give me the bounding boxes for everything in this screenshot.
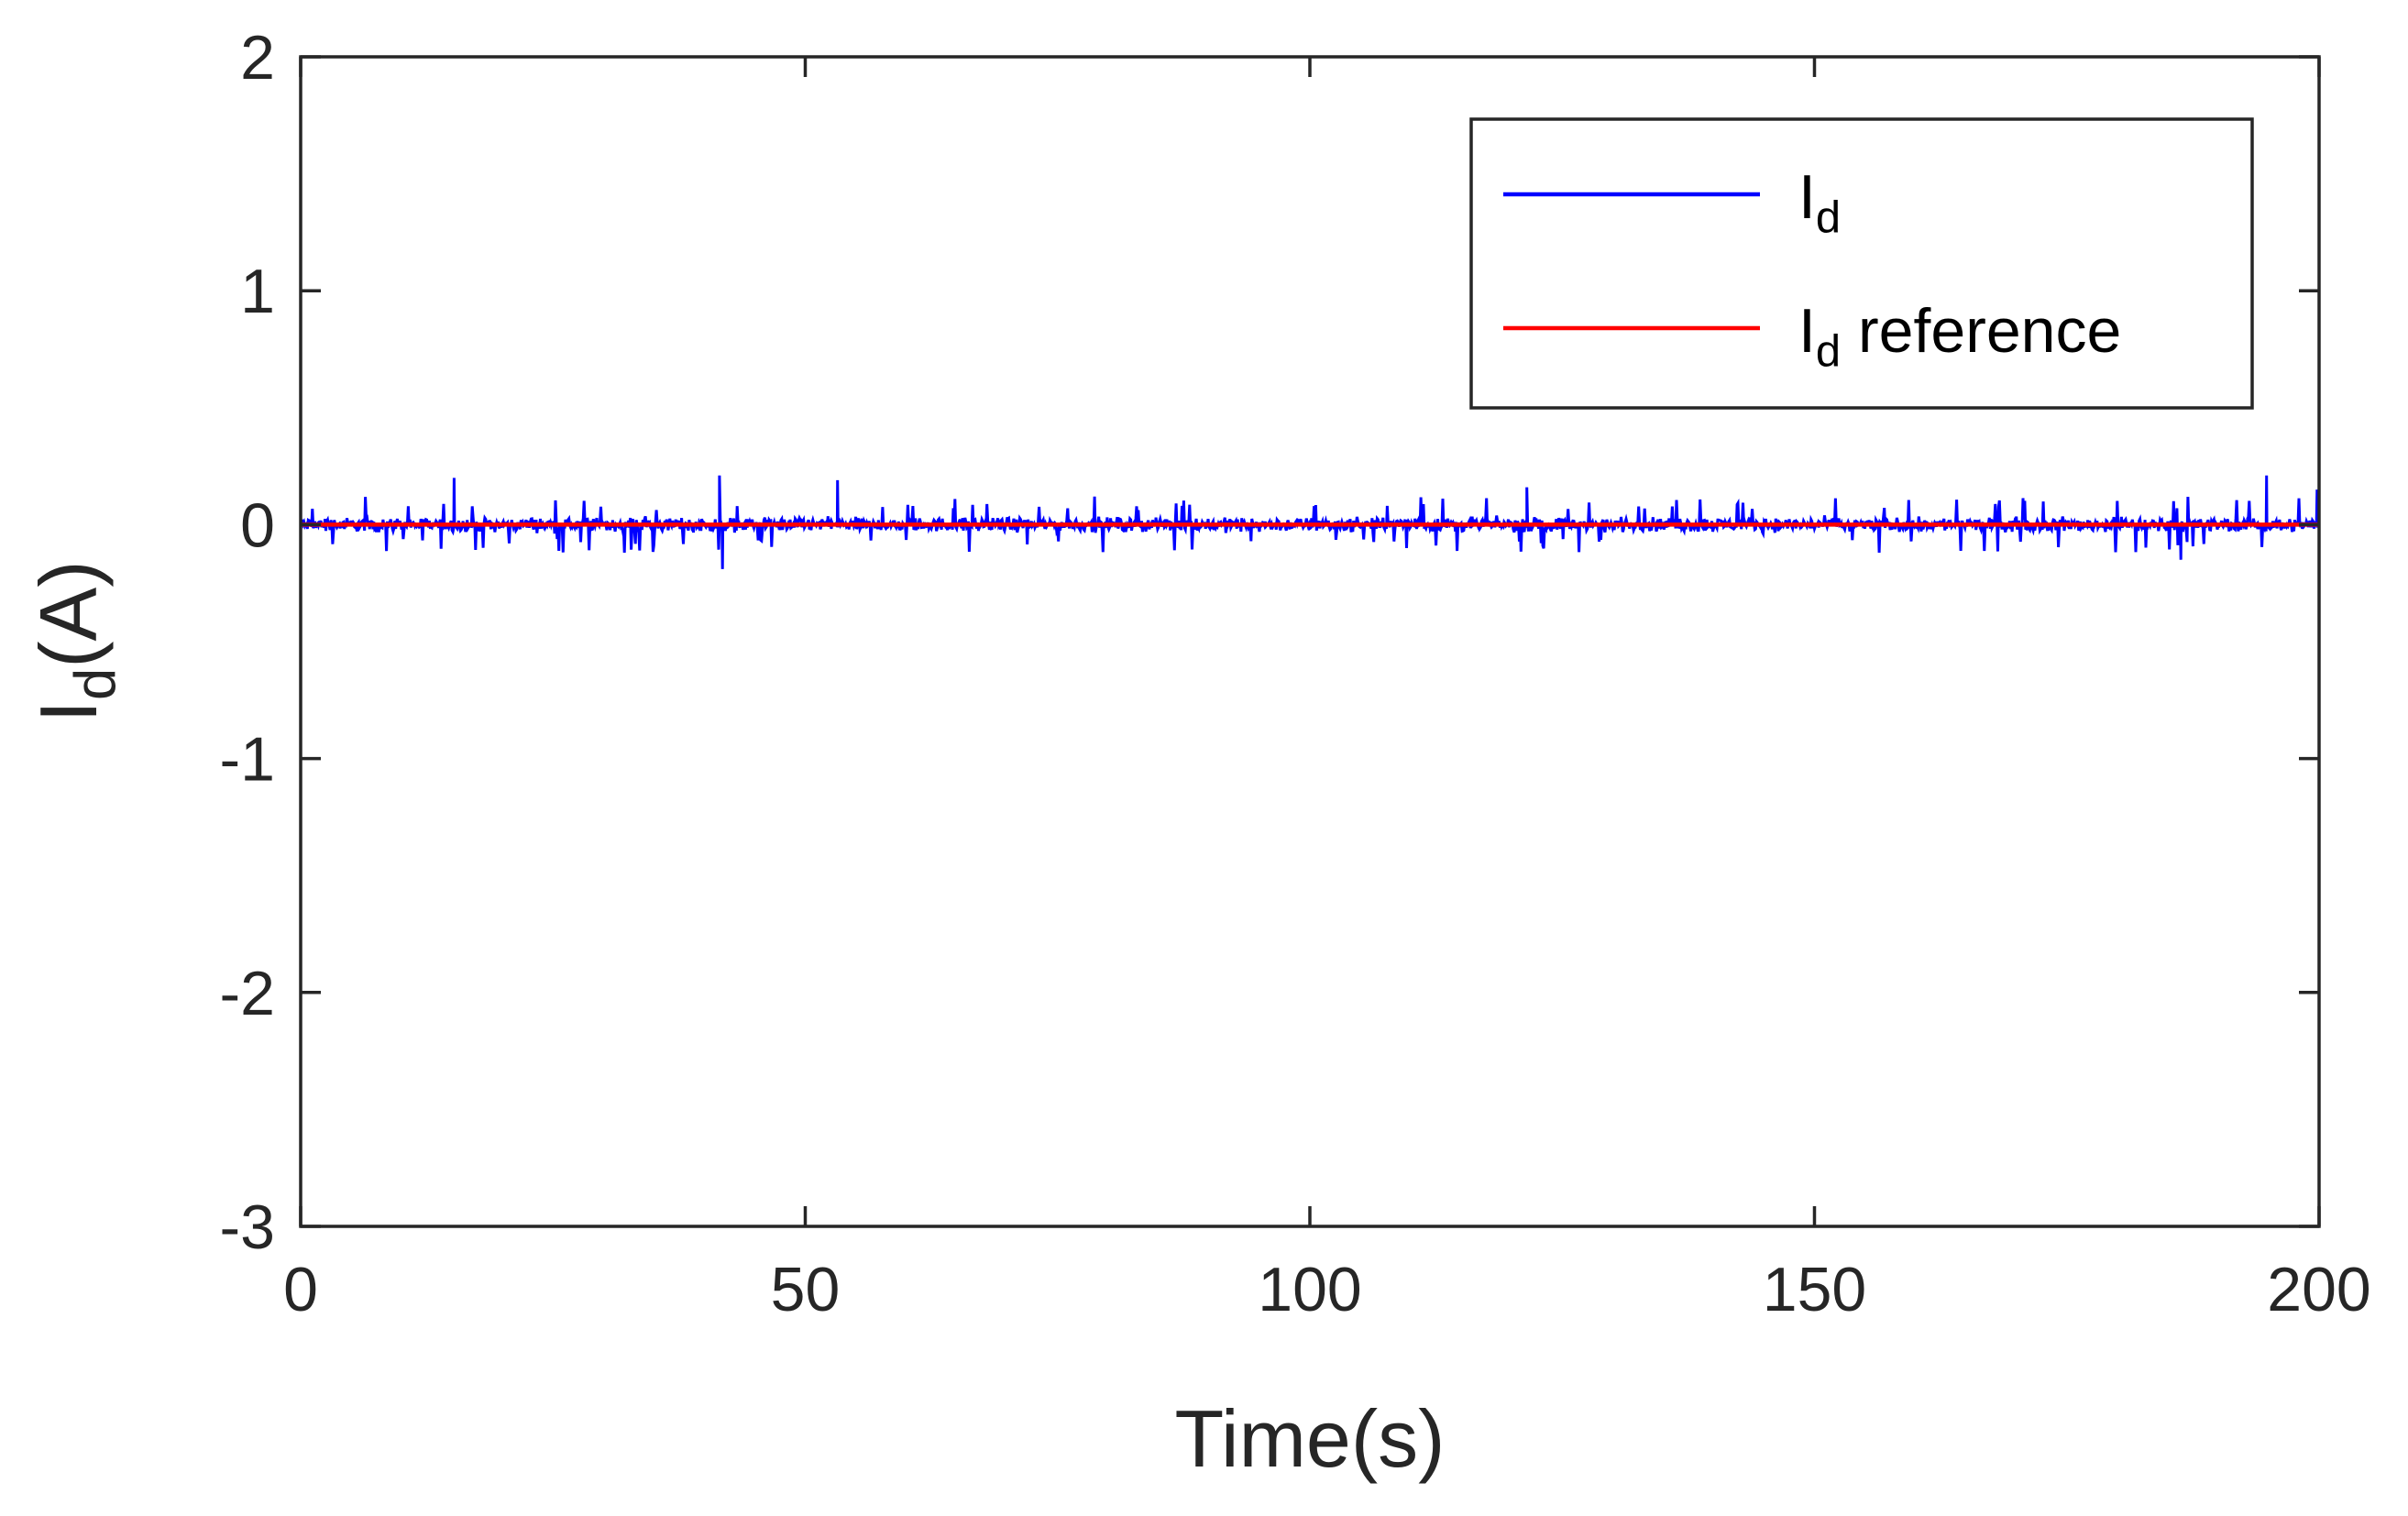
plot-area: [301, 475, 2319, 569]
y-tick-label: 1: [240, 257, 275, 326]
legend-entry-2-main: I: [1798, 296, 1816, 366]
legend-entry-2: Id reference: [1798, 296, 2121, 377]
y-tick-label: -1: [220, 725, 275, 795]
x-tick-label: 100: [1258, 1255, 1361, 1324]
x-tick-label: 200: [2267, 1255, 2370, 1324]
legend-box: [1469, 117, 2254, 410]
y-tick-label: 2: [240, 23, 275, 93]
legend-entry-2-sub: d: [1816, 327, 1841, 377]
x-tick-label: 0: [283, 1255, 318, 1324]
y-axis-label-main: I: [23, 700, 114, 722]
series-group: [301, 475, 2319, 569]
legend-entry-1-sub: d: [1816, 193, 1841, 243]
legend-entry-2-rest: reference: [1841, 296, 2121, 366]
legend-entry-1: Id: [1798, 162, 1841, 243]
y-axis-label: Id(A): [23, 560, 127, 722]
y-tick-label: -3: [220, 1192, 275, 1262]
y-tick-label: -2: [220, 959, 275, 1028]
y-tick-label: 0: [240, 490, 275, 560]
x-axis-label: Time(s): [1175, 1393, 1446, 1484]
x-tick-label: 50: [771, 1255, 841, 1324]
y-axis-label-rest: (A): [23, 560, 114, 667]
y-axis-label-sub: d: [63, 668, 127, 700]
x-tick-label: 150: [1763, 1255, 1866, 1324]
legend-entry-1-main: I: [1798, 162, 1816, 232]
